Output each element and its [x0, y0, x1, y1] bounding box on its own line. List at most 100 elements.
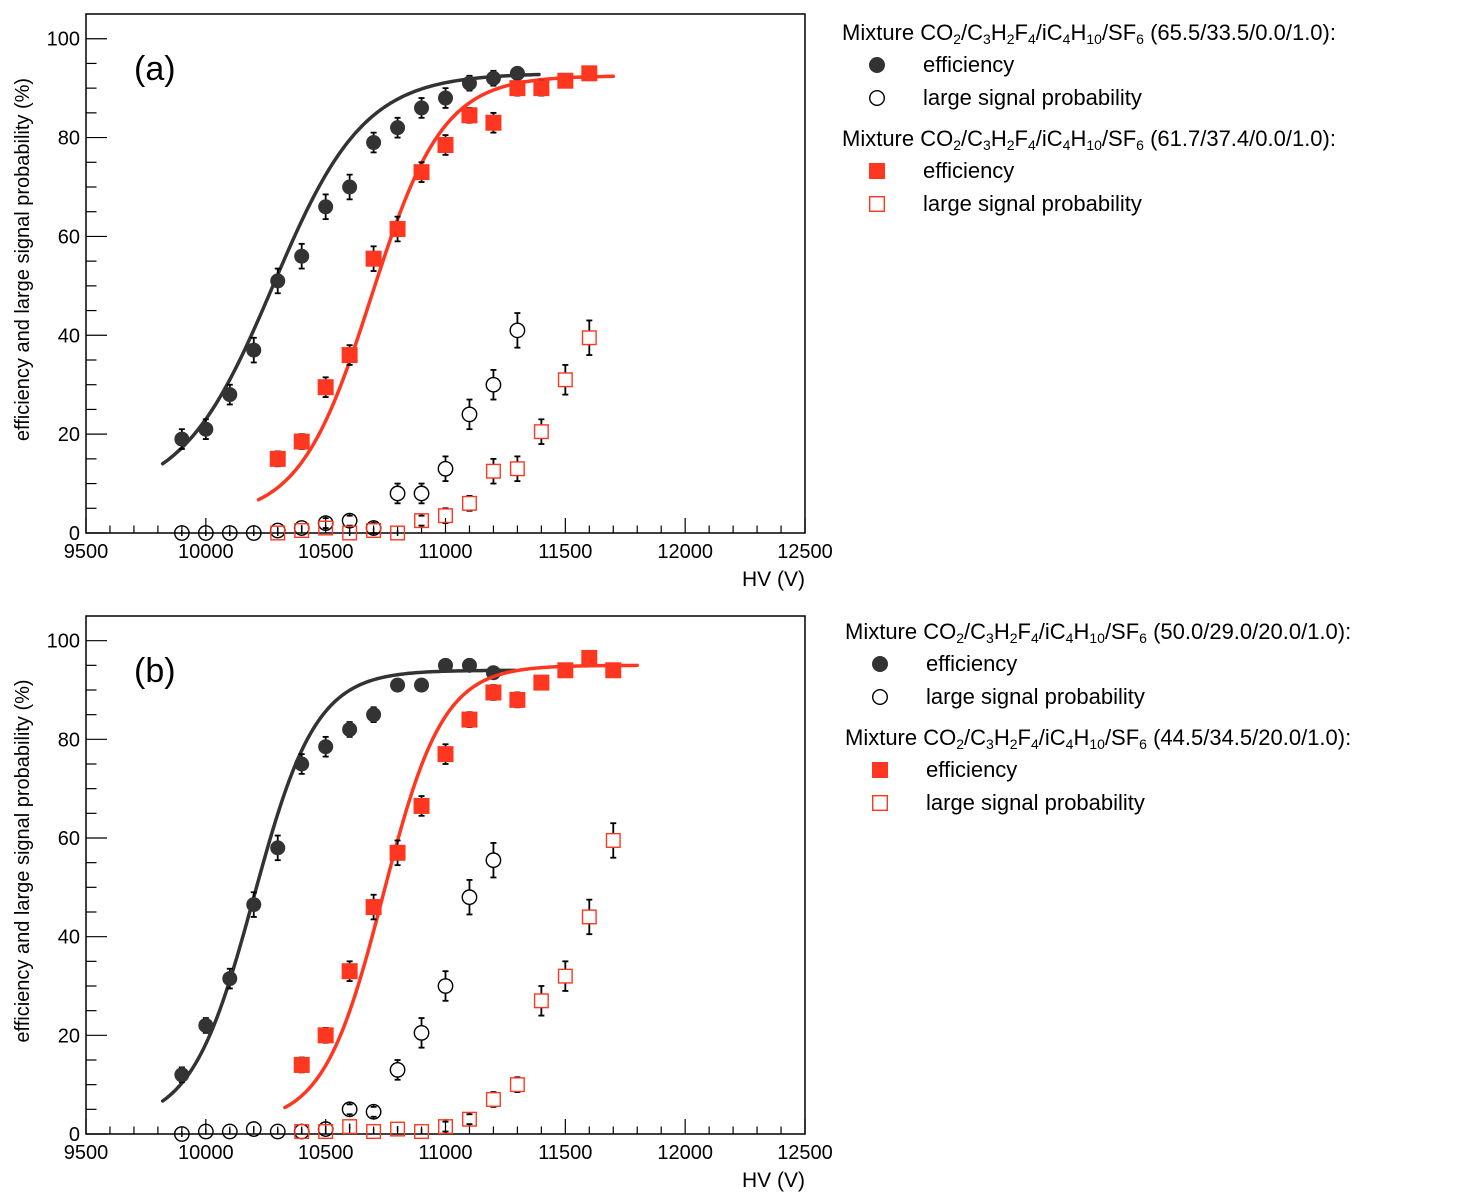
data-point-square-open — [318, 520, 334, 536]
x-tick-label: 10500 — [298, 1142, 354, 1164]
data-point-square-open — [509, 461, 525, 477]
data-point-square-filled — [509, 691, 526, 708]
x-tick-label: 10000 — [178, 1142, 234, 1164]
filled-circle-marker-icon — [869, 57, 885, 73]
y-tick-label: 0 — [69, 523, 80, 545]
legend-entry: large signal probability — [842, 187, 1336, 220]
legend-mixture-b2: Mixture CO2/C3H2F4/iC4H10/SF6 (44.5/34.5… — [845, 725, 1352, 752]
data-point-square-filled — [485, 114, 502, 131]
data-point-circle-filled — [294, 248, 310, 264]
data-point-circle-filled — [390, 120, 406, 136]
legend-label: large signal probability — [923, 85, 1142, 110]
data-point-square-open — [533, 993, 549, 1009]
data-point-circle-filled — [342, 179, 358, 195]
data-point-square-filled — [317, 1027, 334, 1044]
data-point-circle-open — [269, 1123, 286, 1140]
data-point-circle-open — [437, 460, 454, 477]
y-tick-label: 80 — [58, 729, 80, 751]
legend-mixture-a2: Mixture CO2/C3H2F4/iC4H10/SF6 (61.7/37.4… — [842, 126, 1336, 153]
data-point-circle-open — [389, 485, 406, 502]
y-axis-title: efficiency and large signal probability … — [12, 679, 34, 1042]
data-point-circle-filled — [198, 421, 214, 437]
data-point-square-filled — [317, 379, 334, 396]
y-tick-label: 20 — [58, 424, 80, 446]
data-point-square-filled — [509, 80, 526, 97]
x-tick-label: 11000 — [418, 1142, 472, 1164]
data-point-square-open — [557, 372, 573, 388]
data-point-circle-filled — [198, 1017, 214, 1033]
data-point-circle-filled — [461, 657, 477, 673]
data-point-circle-filled — [390, 677, 406, 693]
x-tick-label: 11000 — [418, 541, 472, 563]
data-point-circle-open — [485, 376, 502, 393]
data-point-square-open — [485, 1091, 501, 1107]
y-tick-label: 100 — [47, 631, 80, 653]
legend-entry: efficiency — [845, 753, 1351, 786]
x-axis-title: HV (V) — [742, 568, 805, 591]
data-point-circle-open — [245, 1121, 262, 1137]
data-point-square-open — [294, 1124, 310, 1140]
data-point-square-filled — [557, 72, 574, 89]
data-point-circle-open — [413, 485, 430, 502]
y-tick-label: 0 — [69, 1124, 80, 1146]
data-point-square-open — [342, 1119, 358, 1135]
legend-panel-b: Mixture CO2/C3H2F4/iC4H10/SF6 (50.0/29.0… — [845, 617, 1351, 819]
data-point-square-filled — [341, 347, 358, 364]
legend-entry: efficiency — [842, 154, 1336, 187]
data-point-circle-open — [341, 1101, 358, 1118]
data-point-circle-open — [221, 1123, 238, 1140]
legend-entry: efficiency — [845, 647, 1351, 680]
open-square-marker-icon — [872, 795, 889, 812]
chart-panel-b: 9500 10000 10500 11000 11500 12000 12500 0 20 40 6… — [12, 615, 833, 1192]
legend-label: large signal probability — [926, 790, 1145, 815]
data-point-square-open — [366, 523, 382, 539]
data-point-square-open — [485, 463, 501, 479]
data-point-square-filled — [341, 963, 358, 980]
x-axis-title: HV (V) — [742, 1169, 805, 1192]
data-point-circle-filled — [509, 65, 525, 81]
data-point-circle-open — [221, 525, 238, 541]
data-point-circle-filled — [438, 90, 453, 106]
data-point-circle-filled — [246, 342, 262, 358]
data-point-square-filled — [581, 649, 598, 666]
data-point-circle-open — [245, 525, 262, 541]
data-point-square-filled — [461, 711, 478, 728]
data-point-circle-open — [341, 512, 358, 529]
data-point-square-filled — [485, 684, 502, 701]
x-tick-label: 11500 — [538, 541, 592, 563]
data-point-circle-open — [461, 889, 478, 906]
y-axis-title: efficiency and large signal probability … — [12, 78, 34, 441]
x-tick-label: 10500 — [298, 541, 354, 563]
legend-label: efficiency — [926, 651, 1018, 676]
x-tick-label: 9500 — [64, 541, 109, 563]
data-point-square-open — [438, 508, 454, 524]
legend-mixture-a1: Mixture CO2/C3H2F4/iC4H10/SF6 (65.5/33.5… — [842, 20, 1336, 47]
data-point-circle-filled — [342, 721, 358, 737]
data-point-square-open — [557, 968, 573, 984]
filled-square-marker-icon — [872, 762, 888, 778]
data-point-square-open — [414, 1124, 430, 1140]
data-point-circle-filled — [270, 273, 286, 289]
data-point-square-filled — [413, 797, 430, 814]
x-tick-label: 10000 — [178, 541, 234, 563]
legend-label: efficiency — [926, 757, 1018, 782]
data-point-square-open — [438, 1119, 454, 1135]
chart-panel-a: 9500 10000 10500 11000 11500 12000 12500 0 20 40 6… — [12, 13, 833, 591]
data-point-square-filled — [293, 433, 310, 450]
legend-entry: efficiency — [842, 48, 1336, 81]
data-point-square-filled — [533, 80, 550, 97]
data-point-circle-open — [437, 978, 454, 994]
y-tick-label: 60 — [58, 828, 80, 850]
x-tick-label: 12000 — [657, 541, 713, 563]
legend-entry: large signal probability — [842, 81, 1336, 114]
data-point-circle-open — [197, 1123, 214, 1140]
data-point-square-filled — [461, 107, 478, 124]
legend-label: efficiency — [923, 52, 1015, 77]
data-point-square-open — [461, 1111, 477, 1127]
y-tick-label: 60 — [58, 226, 80, 248]
data-point-square-open — [390, 1121, 406, 1137]
legend-entry: large signal probability — [845, 680, 1351, 713]
data-point-circle-filled — [414, 100, 430, 116]
data-point-circle-filled — [366, 135, 382, 151]
